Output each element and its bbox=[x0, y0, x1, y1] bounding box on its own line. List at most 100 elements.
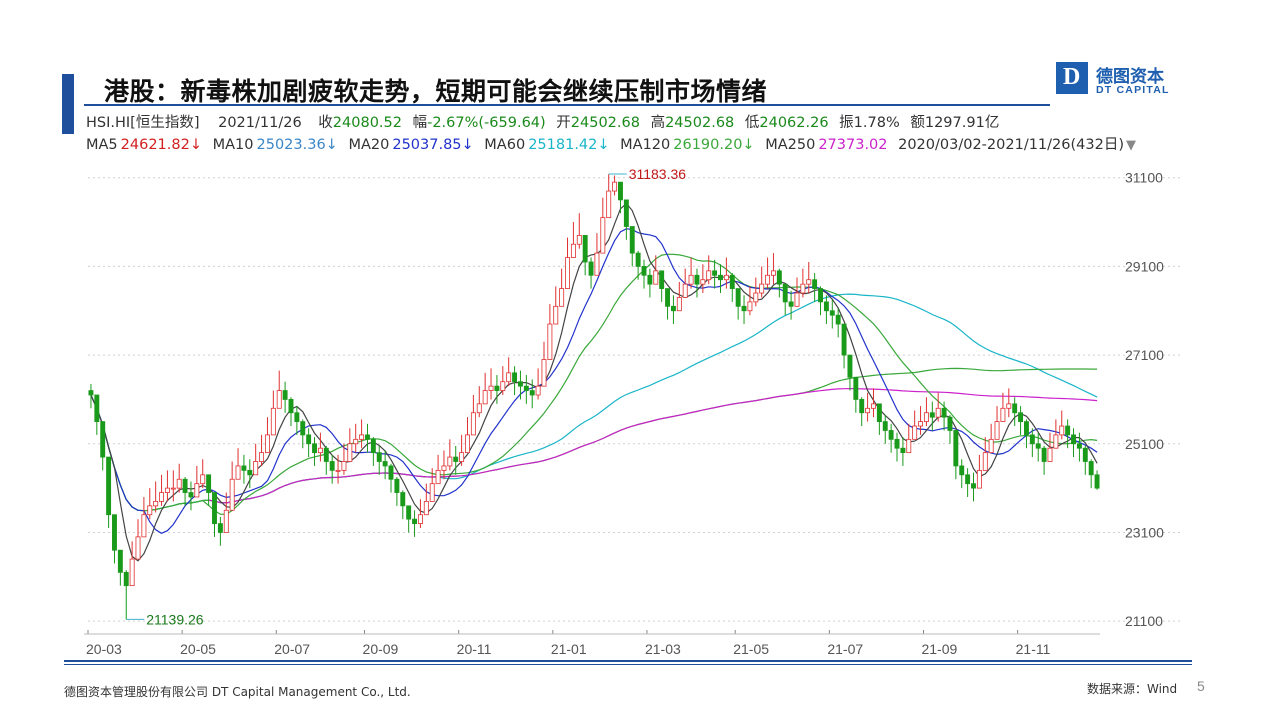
candle-body bbox=[847, 354, 853, 378]
ma-info-row: MA5 24621.82↓ MA10 25023.36↓ MA20 25037.85↓… bbox=[86, 133, 1142, 154]
candle-body bbox=[1035, 443, 1041, 449]
y-tick-label: 29100 bbox=[1125, 258, 1164, 274]
candle-body bbox=[841, 323, 847, 356]
high-value: 24502.68 bbox=[665, 115, 735, 131]
x-tick-label: 21-07 bbox=[827, 641, 863, 657]
min-annotation: 21139.26 bbox=[146, 611, 204, 627]
candle-body bbox=[729, 274, 735, 289]
ma60-value: 25181.42↓ bbox=[528, 137, 610, 153]
candle-body bbox=[1012, 403, 1018, 414]
candle-body bbox=[618, 181, 623, 201]
candle-body bbox=[894, 438, 900, 449]
ma250-line bbox=[208, 387, 1098, 504]
candle-body bbox=[794, 292, 800, 307]
ma20-value: 25037.85↓ bbox=[392, 137, 474, 153]
candle-body bbox=[582, 234, 588, 263]
candle-body bbox=[270, 407, 276, 436]
candle-body bbox=[147, 505, 153, 516]
candle-body bbox=[547, 323, 553, 360]
candle-body bbox=[670, 305, 676, 312]
candle-body bbox=[365, 434, 370, 440]
logo-letter: D bbox=[1063, 64, 1081, 90]
candle-body bbox=[1029, 434, 1035, 445]
candle-body bbox=[153, 501, 159, 507]
y-tick-label: 21100 bbox=[1125, 613, 1163, 629]
open-value: 24502.68 bbox=[570, 115, 640, 131]
candle-body bbox=[447, 456, 453, 467]
candle-body bbox=[117, 549, 123, 573]
footer-divider-thin bbox=[64, 664, 1192, 665]
ma5-label: MA5 bbox=[86, 137, 118, 153]
candle-body bbox=[606, 190, 612, 219]
candle-body bbox=[264, 434, 270, 454]
company-logo: D 德图资本 DT CAPITAL bbox=[1056, 62, 1180, 98]
candle-body bbox=[741, 305, 747, 312]
candle-body bbox=[965, 474, 971, 485]
close-label: 收 bbox=[318, 115, 333, 131]
candle-body bbox=[1065, 425, 1071, 436]
candle-body bbox=[317, 447, 323, 454]
candle-body bbox=[306, 434, 312, 445]
candle-body bbox=[694, 274, 700, 285]
candle-body bbox=[294, 412, 300, 423]
candle-body bbox=[676, 297, 682, 312]
x-tick-label: 21-11 bbox=[1016, 641, 1051, 657]
candle-body bbox=[735, 288, 741, 307]
candle-body bbox=[229, 478, 235, 511]
candle-body bbox=[906, 438, 912, 454]
candle-body bbox=[1041, 447, 1047, 462]
date-range: 2020/03/02-2021/11/26(432日) bbox=[898, 137, 1124, 153]
candle-body bbox=[435, 469, 441, 485]
candle-body bbox=[782, 283, 788, 303]
x-tick-label: 20-05 bbox=[180, 641, 216, 657]
ma60-line bbox=[90, 293, 1098, 512]
y-tick-label: 27100 bbox=[1125, 347, 1164, 363]
candle-body bbox=[170, 487, 176, 490]
candle-body bbox=[900, 447, 906, 454]
candle-body bbox=[635, 252, 641, 267]
candle-body bbox=[417, 514, 423, 524]
candle-body bbox=[888, 430, 894, 440]
candle-body bbox=[188, 492, 194, 498]
amount-label: 额 bbox=[910, 115, 925, 131]
candle-body bbox=[141, 514, 147, 538]
range-dropdown-icon[interactable]: ▼ bbox=[1125, 138, 1136, 153]
candle-body bbox=[776, 270, 782, 285]
change-value: -2.67%(-659.64) bbox=[427, 115, 546, 131]
candle-body bbox=[1082, 447, 1088, 462]
candle-body bbox=[247, 469, 253, 476]
candle-body bbox=[641, 266, 647, 276]
candle-body bbox=[212, 492, 217, 524]
candle-body bbox=[947, 416, 953, 431]
candle-body bbox=[500, 381, 506, 391]
y-tick-label: 25100 bbox=[1125, 436, 1164, 452]
candle-body bbox=[718, 274, 723, 281]
candle-body bbox=[441, 465, 447, 471]
low-value: 24062.26 bbox=[759, 115, 829, 131]
candle-body bbox=[712, 270, 718, 276]
page-number: 5 bbox=[1197, 678, 1205, 694]
candle-body bbox=[623, 199, 629, 227]
candle-body bbox=[912, 425, 918, 440]
candle-body bbox=[971, 483, 976, 489]
candle-body bbox=[923, 412, 929, 423]
candle-body bbox=[594, 252, 600, 276]
candle-body bbox=[388, 465, 394, 480]
candle-body bbox=[129, 558, 135, 587]
ma120-line bbox=[90, 367, 1098, 512]
candle-body bbox=[88, 390, 94, 396]
ma120-value: 26190.20↓ bbox=[673, 137, 755, 153]
candle-body bbox=[235, 465, 241, 480]
candle-body bbox=[753, 292, 759, 303]
candle-body bbox=[194, 483, 200, 498]
candle-body bbox=[541, 359, 547, 387]
candle-body bbox=[747, 301, 753, 312]
candle-body bbox=[206, 474, 212, 493]
candle-body bbox=[1076, 443, 1082, 449]
candle-body bbox=[994, 421, 1000, 440]
x-tick-label: 21-09 bbox=[921, 641, 957, 657]
candle-body bbox=[570, 243, 576, 258]
candle-body bbox=[459, 452, 465, 462]
candle-body bbox=[706, 270, 712, 281]
